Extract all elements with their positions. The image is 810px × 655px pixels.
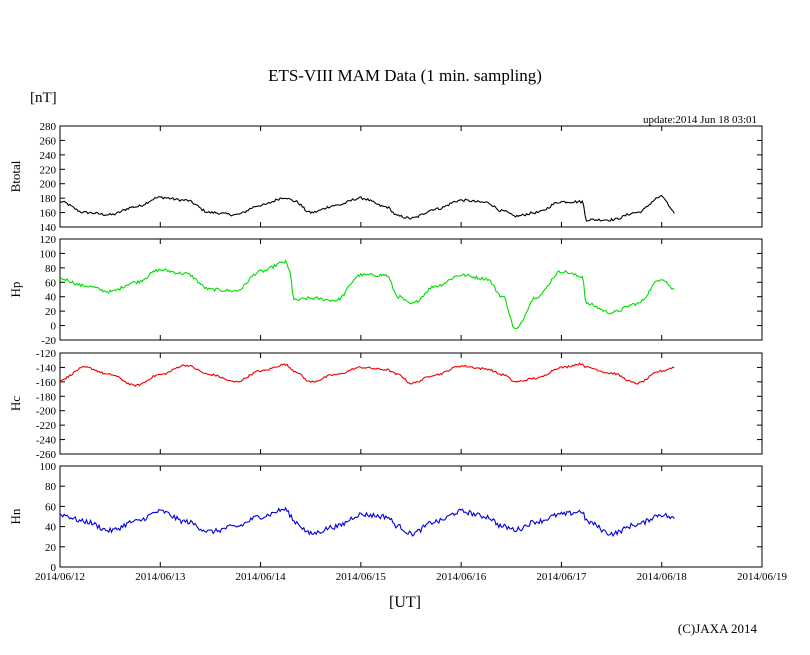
y-tick-label: 20 [45,306,57,318]
y-axis-label-hn: Hn [8,508,23,524]
y-tick-label: -140 [36,362,57,374]
x-tick-label: 2014/06/13 [135,571,186,583]
x-tick-label: 2014/06/18 [637,571,688,583]
panel-frame-hc [59,352,763,455]
y-tick-label: -220 [36,420,57,432]
x-tick-label: 2014/06/14 [236,571,287,583]
y-tick-label: -160 [36,377,57,389]
y-tick-label: -20 [41,335,56,347]
y-tick-label: 120 [40,234,57,246]
y-tick-label: 100 [40,461,57,473]
y-tick-label: -200 [36,406,57,418]
panel-frame-btotal [59,125,763,228]
y-tick-label: 0 [51,321,57,333]
y-tick-label: 140 [40,222,57,234]
y-tick-label: 220 [40,164,57,176]
update-timestamp: update:2014 Jun 18 03:01 [643,114,757,126]
y-tick-label: 160 [40,208,57,220]
y-tick-label: 260 [40,135,57,147]
y-unit-label: [nT] [30,90,57,106]
y-tick-label: 60 [45,277,57,289]
y-tick-label: 80 [45,263,57,275]
y-tick-label: 200 [40,179,57,191]
y-tick-label: 40 [45,522,57,534]
x-tick-label: 2014/06/15 [336,571,387,583]
chart-title: ETS-VIII MAM Data (1 min. sampling) [268,66,542,85]
x-tick-label: 2014/06/16 [436,571,487,583]
y-tick-label: 180 [40,193,57,205]
panel-frame-hp [59,238,763,341]
y-tick-label: 20 [45,542,57,554]
y-tick-label: 80 [45,481,57,493]
y-tick-label: -120 [36,348,57,360]
y-tick-label: -240 [36,435,57,447]
y-axis-label-btotal: Btotal [8,160,23,192]
series-line-hn [59,506,675,538]
y-tick-label: 0 [51,562,57,574]
panel-frame-hn [59,465,763,568]
y-tick-label: 280 [40,121,57,133]
series-line-btotal [59,194,675,222]
y-axis-label-hc: Hc [8,396,23,411]
x-tick-label: 2014/06/12 [35,571,85,583]
y-tick-label: 40 [45,292,57,304]
y-axis-label-hp: Hp [8,282,23,298]
copyright-label: (C)JAXA 2014 [677,621,757,636]
x-axis-unit-label: [UT] [389,594,421,611]
y-tick-label: -260 [36,449,57,461]
y-tick-label: 60 [45,501,57,513]
x-tick-label: 2014/06/19 [737,571,788,583]
series-line-hc [59,362,675,388]
y-tick-label: -180 [36,391,57,403]
y-tick-label: 240 [40,150,57,162]
y-tick-label: 100 [40,248,57,260]
x-tick-label: 2014/06/17 [536,571,587,583]
series-line-hp [59,259,675,330]
